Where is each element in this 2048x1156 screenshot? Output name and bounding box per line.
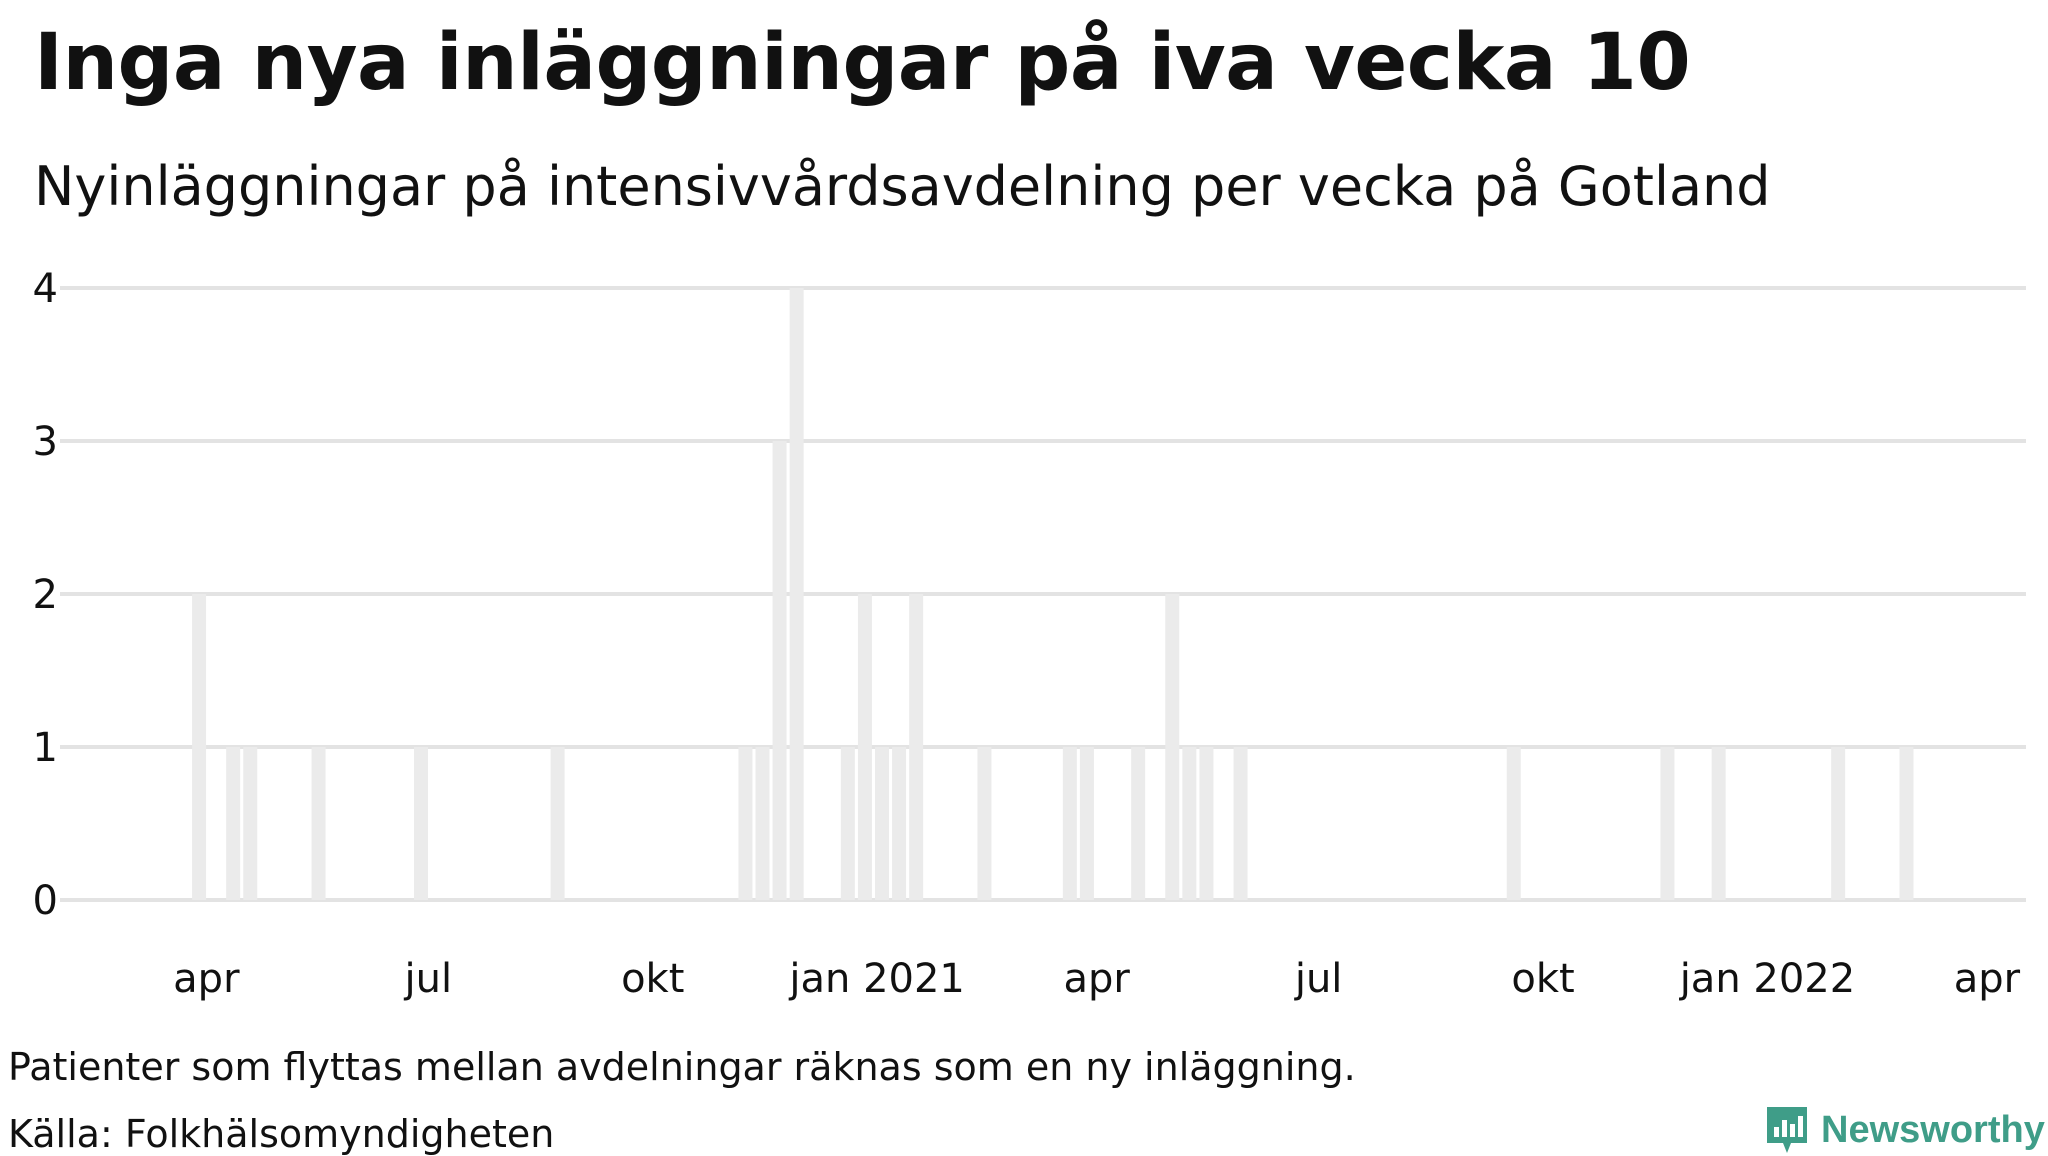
bar xyxy=(243,747,258,900)
bar xyxy=(226,747,241,900)
y-tick-label: 1 xyxy=(33,725,58,771)
bar xyxy=(414,747,429,900)
bars xyxy=(192,288,1914,900)
y-tick-label: 3 xyxy=(33,419,58,465)
bar xyxy=(192,594,207,900)
bar xyxy=(1062,747,1077,900)
x-tick-label: apr xyxy=(1954,956,2021,1002)
gridlines xyxy=(60,286,2026,902)
bar xyxy=(1899,747,1914,900)
bar xyxy=(772,441,787,900)
bar xyxy=(1506,747,1521,900)
x-tick-label: jan 2022 xyxy=(1679,956,1856,1002)
bar-chart: 0 1 2 3 4 apr jul okt jan 2021 apr jul okt jan 2022… xyxy=(33,266,2026,1002)
bar xyxy=(1182,747,1197,900)
bar xyxy=(875,747,890,900)
bar xyxy=(1711,747,1726,900)
bar-chart-speech-bubble-icon xyxy=(1767,1107,1807,1153)
x-tick-label: okt xyxy=(621,956,684,1002)
x-tick-label: apr xyxy=(1063,956,1130,1002)
y-tick-label: 2 xyxy=(33,572,58,618)
x-tick-label: jul xyxy=(404,956,453,1002)
chart-title: Inga nya inläggningar på iva vecka 10 xyxy=(34,18,1691,108)
x-tick-label: jan 2021 xyxy=(788,956,965,1002)
x-tick-label: okt xyxy=(1511,956,1574,1002)
chart-subtitle: Nyinläggningar på intensivvårdsavdelning… xyxy=(34,155,1771,218)
x-tick-label: apr xyxy=(173,956,240,1002)
bar xyxy=(1131,747,1146,900)
bar xyxy=(892,747,907,900)
footnote: Patienter som flyttas mellan avdelningar… xyxy=(8,1045,1356,1089)
x-axis-ticks: apr jul okt jan 2021 apr jul okt jan 2022 apr xyxy=(173,956,2021,1002)
bar xyxy=(311,747,326,900)
bar xyxy=(1079,747,1094,900)
bar xyxy=(857,594,872,900)
bar xyxy=(789,288,804,900)
brand-name: Newsworthy xyxy=(1821,1108,2045,1151)
bar xyxy=(1233,747,1248,900)
brand-logo: Newsworthy xyxy=(1765,1105,2045,1155)
x-tick-label: jul xyxy=(1294,956,1343,1002)
bar xyxy=(1165,594,1180,900)
bar xyxy=(755,747,770,900)
bar xyxy=(550,747,565,900)
bar xyxy=(977,747,992,900)
y-axis-ticks: 0 1 2 3 4 xyxy=(33,266,58,924)
y-tick-label: 4 xyxy=(33,266,58,312)
bar xyxy=(1660,747,1675,900)
bar xyxy=(1199,747,1214,900)
bar xyxy=(1831,747,1846,900)
bar xyxy=(840,747,855,900)
source-credit: Källa: Folkhälsomyndigheten xyxy=(8,1112,555,1156)
bar xyxy=(738,747,753,900)
bar xyxy=(909,594,924,900)
y-tick-label: 0 xyxy=(33,878,58,924)
